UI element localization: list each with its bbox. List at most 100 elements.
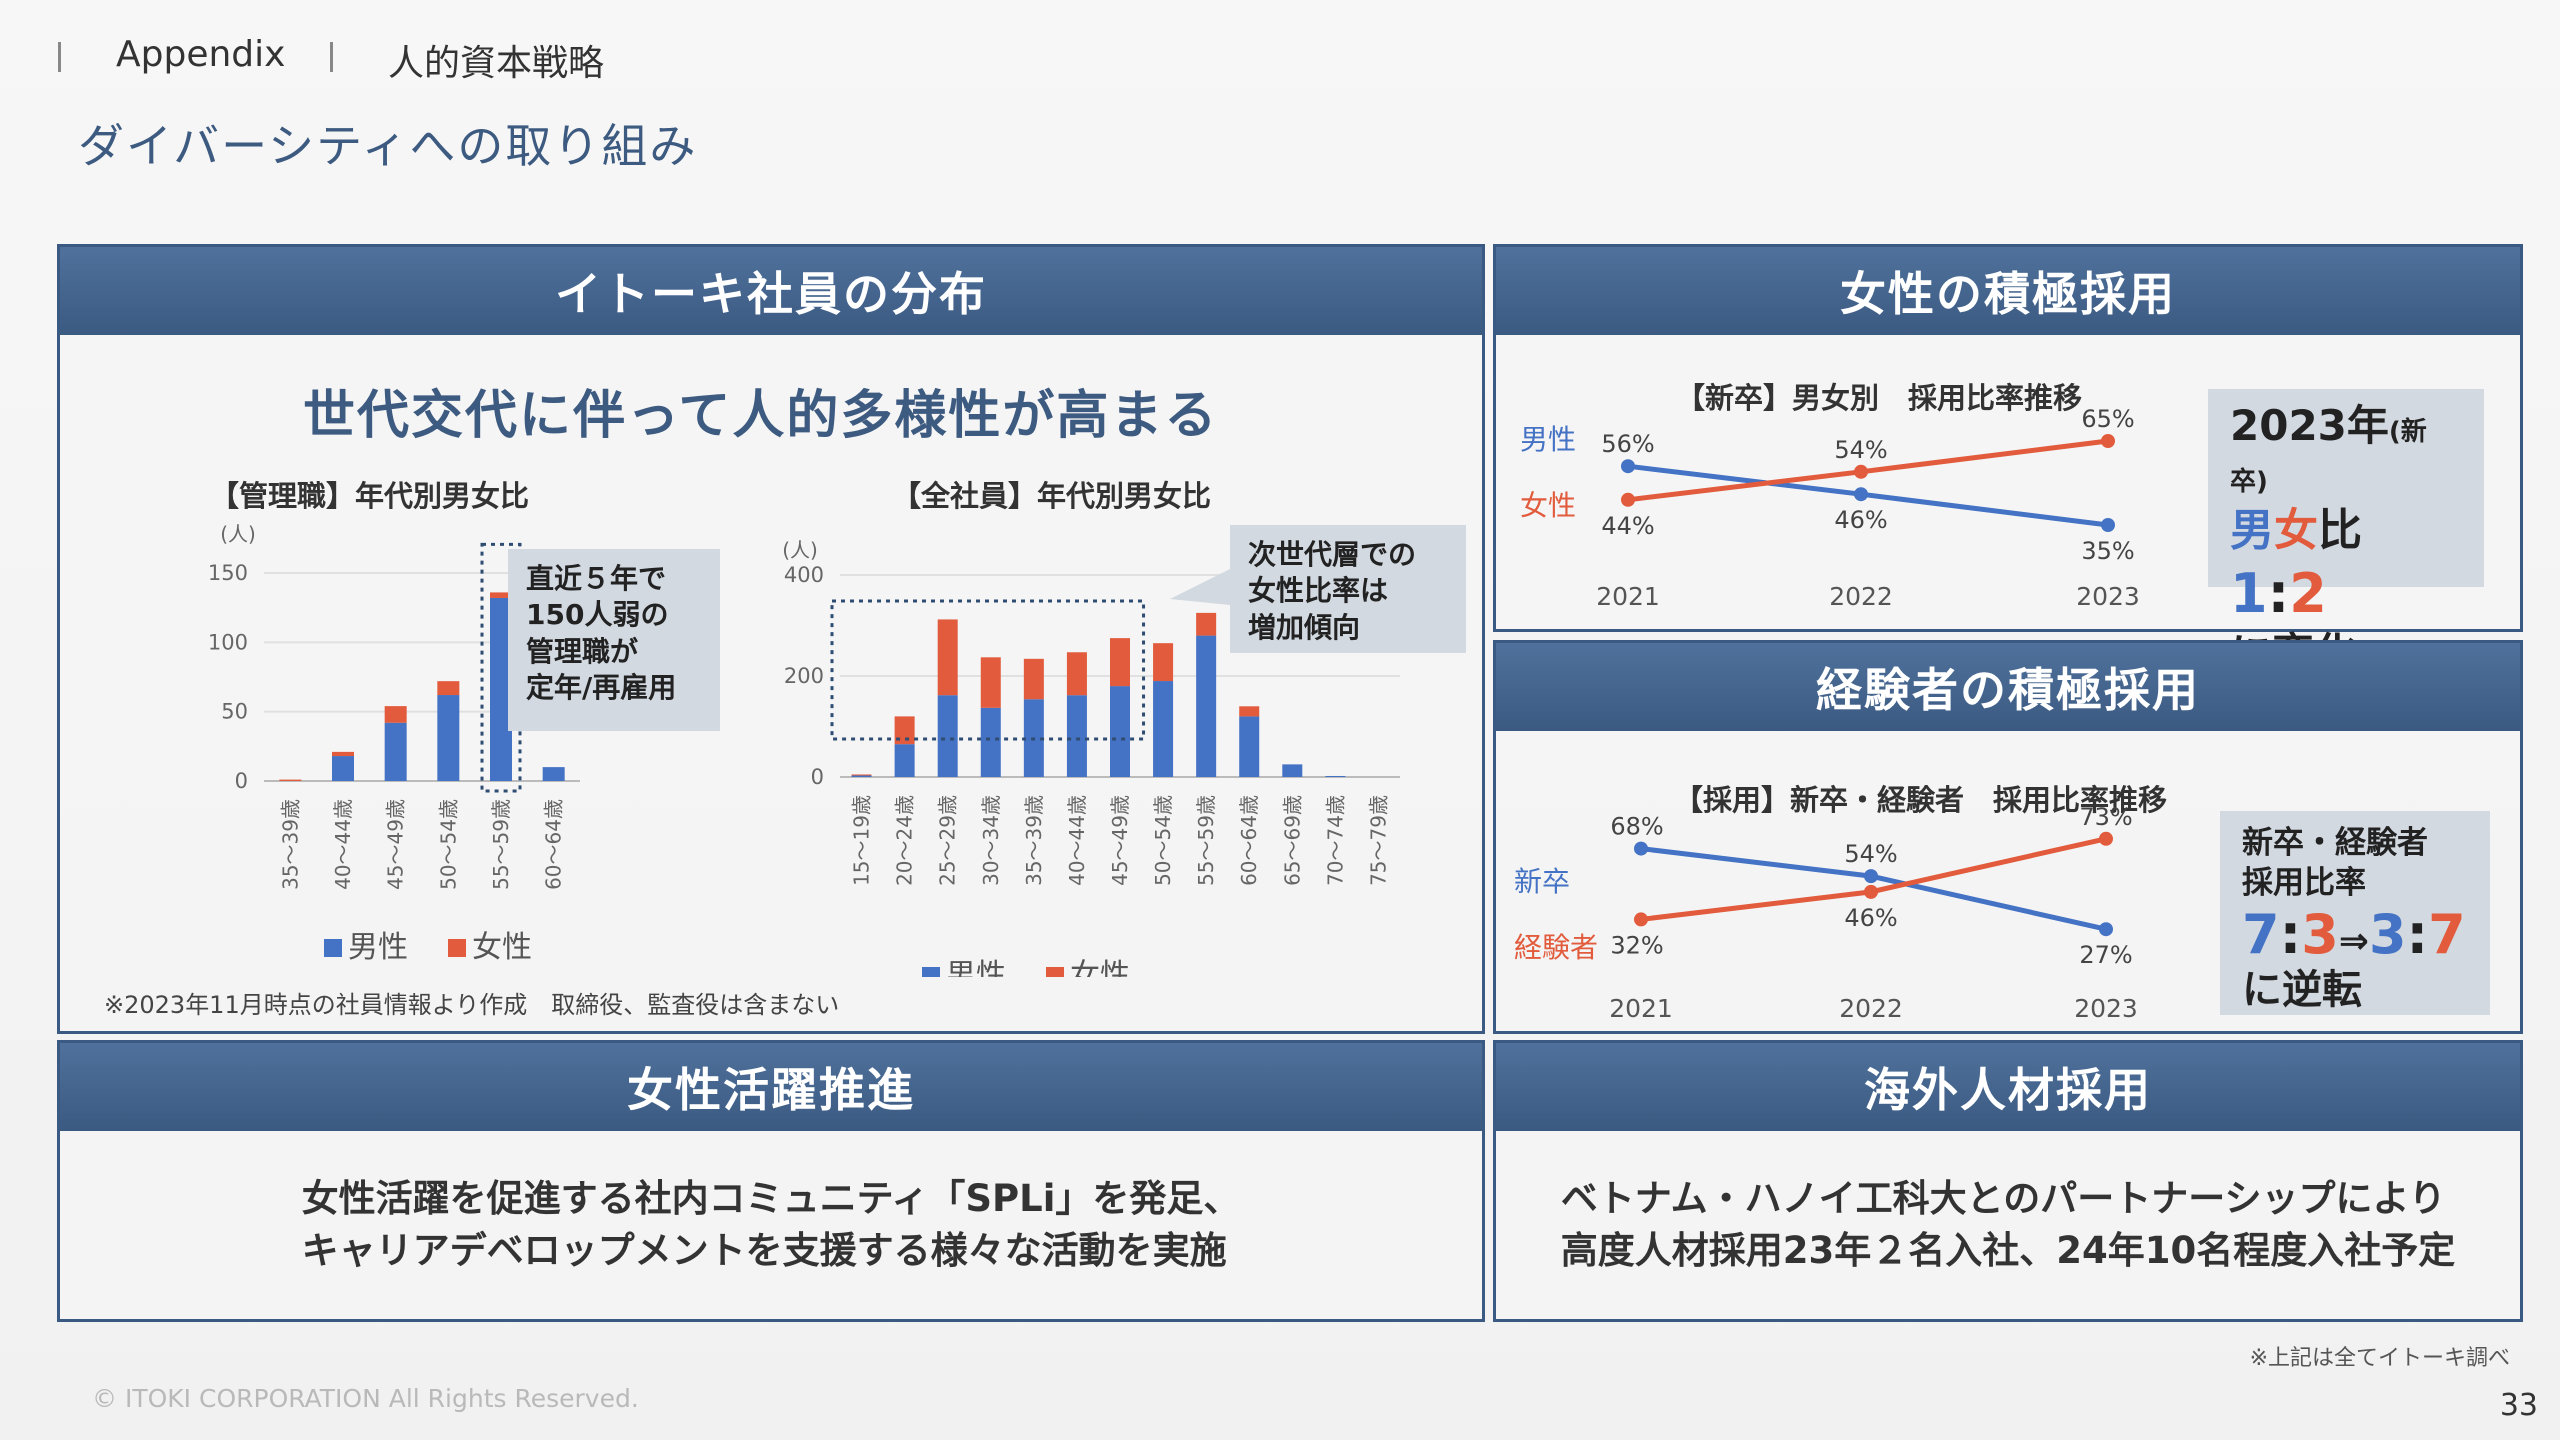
bar-female [1196, 612, 1217, 636]
bar-female [490, 592, 512, 598]
y-tick-label: 150 [208, 561, 248, 585]
summary-c: 3 [2368, 902, 2407, 966]
x-tick-label: 2023 [2076, 582, 2140, 611]
data-label: 46% [1834, 506, 1887, 534]
x-tick-label: 2021 [1609, 994, 1673, 1023]
x-tick-label: 45～49歳 [384, 799, 408, 890]
x-tick-label: 55～59歳 [1194, 795, 1218, 886]
summary-colon-1: : [2279, 902, 2302, 966]
page-number: 33 [2499, 1388, 2538, 1423]
legend-label-male: 男性 [348, 930, 408, 965]
y-tick-label: 50 [221, 700, 248, 724]
chart-all-employees: (人) 0 200 400 15～19歳 20～24歳 25～29歳 30～34歳 35～39歳… [782, 538, 1400, 977]
women-active-body: 女性活躍を促進する社内コミュニティ「SPLi」を発足、 キャリアデベロップメント… [301, 1177, 1241, 1272]
chart-new-grad-gender: 56% 46% 35% 男性 44% 54% 65% 女性 2021 2022 2023 [1520, 405, 2140, 611]
data-point [1854, 464, 1868, 479]
breadcrumb-appendix[interactable]: Appendix [116, 34, 286, 75]
y-tick-label: 200 [784, 664, 824, 688]
data-point [2099, 831, 2113, 846]
chart-title-all: 【全社員】年代別男女比 [892, 479, 1212, 513]
y-tick-label: 0 [811, 765, 824, 789]
breadcrumb-section[interactable]: 人的資本戦略 [388, 43, 605, 84]
summary-male: 男 [2230, 504, 2274, 556]
summary-year: 2023年 [2230, 401, 2389, 450]
distribution-subheading: 世代交代に伴って人的多様性が高まる [303, 386, 1219, 446]
x-tick-label: 40～44歳 [331, 799, 355, 890]
chart-title-managers: 【管理職】年代別男女比 [210, 479, 530, 513]
panel-women-active: 女性活躍推進 女性活躍を促進する社内コミュニティ「SPLi」を発足、 キャリアデ… [57, 1040, 1485, 1322]
summary-arrow: ⇒ [2338, 920, 2369, 962]
x-tick-label: 30～34歳 [979, 795, 1003, 886]
summary-d: 7 [2428, 902, 2466, 966]
x-tick-label: 25～29歳 [936, 795, 960, 886]
chart-title-new-grad-gender: 【新卒】男女別 採用比率推移 [1676, 381, 2083, 415]
y-tick-label: 400 [784, 563, 824, 587]
summary-ratio-word: 比 [2318, 504, 2362, 556]
x-tick-label: 2022 [1829, 582, 1893, 611]
bar-female [384, 706, 407, 723]
bar-female [1023, 658, 1044, 700]
data-label: 65% [2081, 405, 2134, 433]
breadcrumb-divider [330, 42, 333, 72]
panel-experienced-hiring: 経験者の積極採用 【採用】新卒・経験者 採用比率推移 68% 54% 27% 新卒 32… [1493, 640, 2523, 1034]
bar-male [1153, 681, 1174, 777]
x-tick-label: 60～64歳 [542, 799, 566, 890]
chart-hiring-mix: 68% 54% 27% 新卒 32% 46% 73% 経験者 2021 2022 2023 [1514, 803, 2138, 1023]
panel-heading: 経験者の積極採用 [1496, 643, 2520, 731]
x-tick-label: 55～59歳 [489, 799, 513, 890]
data-label: 46% [1844, 904, 1897, 932]
bar-female [1153, 643, 1174, 682]
legend-swatch-male [922, 967, 940, 977]
bar-female [851, 774, 872, 776]
callout-pointer [1170, 569, 1230, 605]
highlight-box [830, 599, 1146, 741]
data-point [1864, 869, 1878, 884]
x-tick-label: 75～79歳 [1366, 795, 1390, 886]
bar-female [437, 681, 460, 696]
data-label: 35% [2081, 537, 2134, 565]
bar-male [1196, 635, 1217, 777]
panel-heading: 海外人材採用 [1496, 1043, 2520, 1131]
summary-a: 7 [2242, 902, 2280, 966]
data-point [2101, 518, 2115, 532]
y-tick-label: 100 [208, 630, 248, 654]
legend-label-female: 女性 [1070, 958, 1130, 977]
callout-all-employees: 次世代層での 女性比率は 増加傾向 [1230, 525, 1466, 653]
summary-line1: 新卒・経験者 [2242, 825, 2428, 861]
data-label: 56% [1601, 430, 1654, 458]
bar-male [937, 695, 958, 777]
summary-line2: 採用比率 [2242, 865, 2366, 902]
x-tick-label: 35～39歳 [278, 799, 302, 890]
summary-female: 女 [2274, 504, 2318, 556]
series-name: 経験者 [1514, 931, 1598, 964]
x-tick-label: 60～64歳 [1237, 795, 1261, 886]
x-tick-label: 2022 [1839, 994, 1903, 1023]
legend-label-male: 男性 [946, 958, 1006, 977]
summary-ratio-a: 1 [2230, 561, 2268, 625]
breadcrumb-divider [58, 42, 61, 72]
data-point [2099, 922, 2113, 937]
legend-swatch-female [448, 939, 466, 957]
chart-title-hiring-mix: 【採用】新卒・経験者 採用比率推移 [1674, 783, 2168, 817]
legend-swatch-male [324, 939, 342, 957]
x-tick-label: 50～54歳 [436, 799, 460, 890]
copyright: © ITOKI CORPORATION All Rights Reserved. [92, 1384, 639, 1413]
data-label: 27% [2079, 941, 2132, 969]
distribution-footnote: ※2023年11月時点の社員情報より作成 取締役、監査役は含まない [104, 991, 840, 1019]
panel-heading: 女性の積極採用 [1496, 247, 2520, 335]
bar-male [332, 756, 354, 781]
data-point [1864, 884, 1878, 899]
bar-female [1110, 638, 1130, 687]
panel-female-hiring: 女性の積極採用 【新卒】男女別 採用比率推移 56% 46% 35% 男性 44% 54%… [1493, 244, 2523, 678]
bar-male [437, 695, 460, 781]
x-tick-label: 2023 [2074, 994, 2138, 1023]
data-label: 54% [1834, 436, 1887, 464]
summary-year-note: (新卒) [2230, 417, 2427, 498]
x-tick-label: 40～44歳 [1065, 795, 1089, 886]
x-tick-label: 20～24歳 [893, 795, 917, 886]
summary-reverse: に逆転 [2242, 966, 2362, 1013]
series-name: 新卒 [1514, 865, 1570, 898]
y-tick-label: 0 [235, 769, 248, 793]
legend-label-female: 女性 [472, 930, 532, 965]
bar-male [384, 722, 407, 781]
